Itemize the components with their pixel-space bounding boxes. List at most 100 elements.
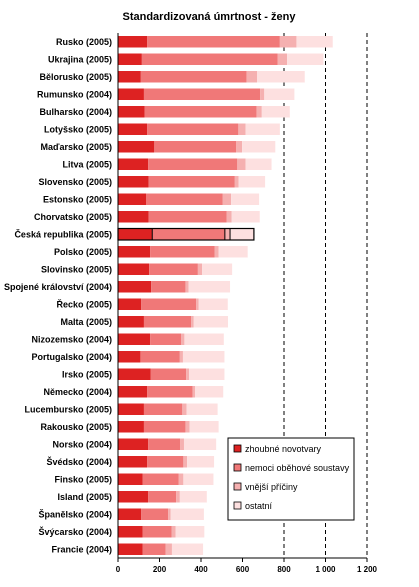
- category-label-2: Ukrajina (2005): [48, 54, 112, 64]
- bar-1-30: [118, 543, 143, 555]
- bar-4-9: [238, 176, 266, 188]
- bar-2-29: [142, 526, 172, 538]
- bar-1-13: [118, 246, 151, 258]
- category-label-16: Řecko (2005): [56, 298, 112, 309]
- bar-3-26: [178, 473, 184, 485]
- bar-1-21: [118, 386, 148, 398]
- bar-4-19: [182, 351, 225, 363]
- category-label-4: Rumunsko (2004): [37, 89, 112, 99]
- bar-3-7: [236, 141, 243, 153]
- x-tick-label-3: 400: [194, 565, 208, 574]
- bar-1-10: [118, 193, 147, 205]
- bar-4-8: [245, 158, 272, 170]
- bar-3-20: [186, 368, 190, 380]
- category-label-14: Slovinsko (2005): [41, 264, 112, 274]
- bar-4-16: [198, 298, 228, 310]
- bar-4-13: [218, 246, 248, 258]
- bar-2-13: [150, 246, 215, 258]
- category-label-7: Maďarsko (2005): [40, 142, 112, 152]
- bar-3-23: [185, 421, 190, 433]
- x-tick-label-5: 800: [277, 565, 291, 574]
- category-label-9: Slovensko (2005): [38, 177, 112, 187]
- category-label-11: Chorvatsko (2005): [34, 212, 112, 222]
- bar-1-24: [118, 438, 149, 450]
- legend-label-3: vnější příčiny: [245, 482, 298, 492]
- bar-4-2: [287, 53, 324, 65]
- bar-4-25: [187, 456, 215, 468]
- category-label-23: Rakousko (2005): [40, 422, 112, 432]
- bar-2-17: [143, 316, 192, 328]
- category-label-29: Švýcarsko (2004): [38, 526, 112, 537]
- bar-3-10: [222, 193, 232, 205]
- bar-3-17: [191, 316, 194, 328]
- category-label-15: Spojené království (2004): [4, 282, 112, 292]
- category-label-26: Finsko (2005): [54, 474, 112, 484]
- bar-2-16: [141, 298, 197, 310]
- bar-2-7: [154, 141, 237, 153]
- bar-2-23: [143, 421, 186, 433]
- bar-1-14: [118, 263, 150, 275]
- bar-1-23: [118, 421, 144, 433]
- category-label-24: Norsko (2004): [52, 439, 112, 449]
- bar-3-18: [181, 333, 185, 345]
- bar-2-5: [144, 106, 257, 118]
- category-label-12: Česká republika (2005): [14, 228, 112, 239]
- bar-1-4: [118, 88, 144, 100]
- category-label-20: Irsko (2005): [62, 369, 112, 379]
- bar-4-10: [231, 193, 260, 205]
- bar-2-15: [151, 281, 186, 293]
- bar-4-5: [261, 106, 290, 118]
- category-label-8: Litva (2005): [62, 159, 112, 169]
- legend-box: [227, 437, 355, 521]
- bar-2-24: [148, 438, 181, 450]
- bar-3-6: [238, 123, 246, 135]
- bar-1-20: [118, 368, 151, 380]
- bar-4-20: [189, 368, 225, 380]
- bar-4-30: [171, 543, 204, 555]
- bar-2-28: [141, 508, 169, 520]
- bar-4-4: [264, 88, 295, 100]
- x-tick-label-4: 600: [236, 565, 250, 574]
- bar-2-19: [140, 351, 180, 363]
- bar-3-9: [234, 176, 239, 188]
- bar-3-13: [214, 246, 219, 258]
- bar-3-2: [277, 53, 288, 65]
- bar-3-14: [197, 263, 203, 275]
- bar-1-3: [118, 71, 141, 83]
- legend-label-1: zhoubné novotvary: [245, 444, 322, 454]
- bar-1-12: [118, 228, 153, 240]
- bar-4-24: [183, 438, 217, 450]
- bar-1-25: [118, 456, 148, 468]
- bar-1-5: [118, 106, 145, 118]
- bar-1-17: [118, 316, 144, 328]
- bar-1-1: [118, 36, 148, 48]
- bar-2-14: [149, 263, 198, 275]
- category-label-17: Malta (2005): [60, 317, 112, 327]
- legend-swatch-2: [233, 463, 242, 472]
- bar-4-15: [188, 281, 231, 293]
- category-label-10: Estonsko (2005): [43, 194, 112, 204]
- bar-1-22: [118, 403, 144, 415]
- bar-2-9: [148, 176, 235, 188]
- bar-3-25: [183, 456, 188, 468]
- chart-title: Standardizovaná úmrtnost - ženy: [123, 11, 297, 23]
- bar-2-10: [146, 193, 223, 205]
- bar-2-12: [152, 228, 225, 240]
- bar-2-26: [142, 473, 179, 485]
- legend-swatch-3: [233, 482, 242, 491]
- bar-4-27: [179, 491, 207, 503]
- bar-4-21: [195, 386, 224, 398]
- category-label-1: Rusko (2005): [56, 37, 112, 47]
- bar-2-11: [148, 211, 227, 223]
- bar-1-26: [118, 473, 143, 485]
- bar-2-6: [147, 123, 239, 135]
- x-tick-label-6: 1 000: [315, 565, 336, 574]
- bar-3-12: [224, 228, 231, 240]
- bar-2-25: [147, 456, 184, 468]
- bar-1-15: [118, 281, 152, 293]
- bar-2-1: [147, 36, 280, 48]
- bar-4-17: [193, 316, 228, 328]
- bar-1-8: [118, 158, 149, 170]
